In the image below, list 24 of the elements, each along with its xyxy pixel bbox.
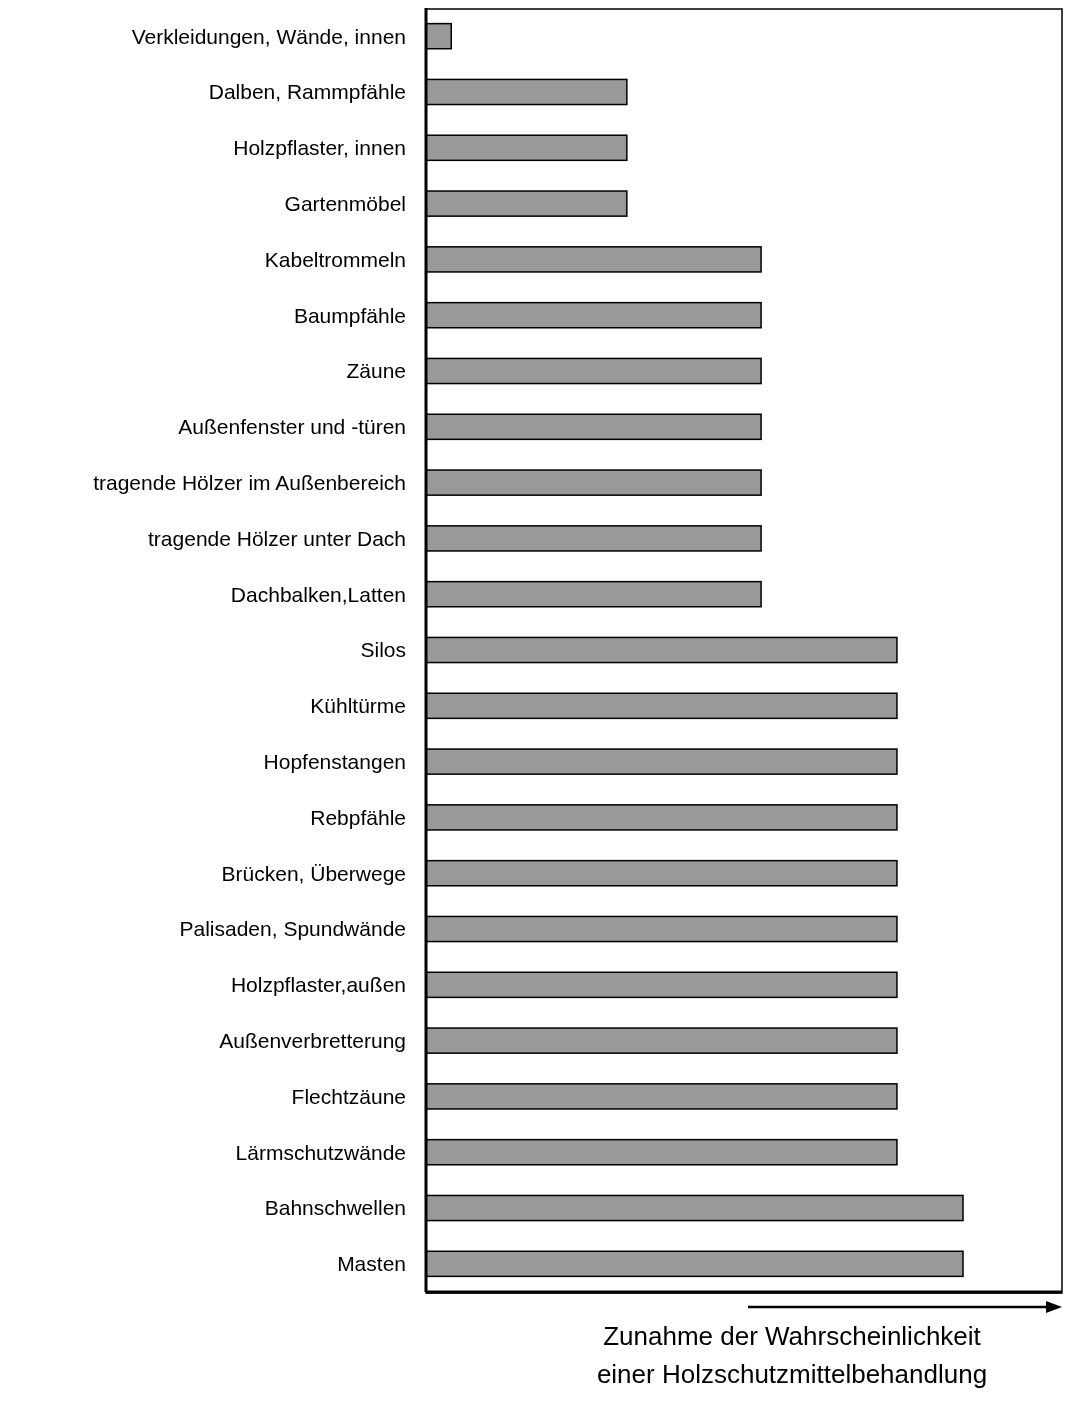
- y-tick-label: tragende Hölzer im Außenbereich: [93, 470, 406, 494]
- y-tick-label: Dalben, Rammpfähle: [208, 80, 406, 104]
- y-tick-label: Verkleidungen, Wände, innen: [131, 24, 406, 48]
- y-tick-label: tragende Hölzer unter Dach: [148, 526, 406, 550]
- y-tick-label: Baumpfähle: [293, 303, 406, 327]
- y-tick-label: Rebpfähle: [310, 805, 406, 829]
- y-tick-label: Palisaden, Spundwände: [179, 917, 406, 941]
- y-tick-label: Kabeltrommeln: [264, 247, 406, 271]
- y-tick-label: Gartenmöbel: [284, 191, 406, 215]
- y-tick-label: Silos: [360, 638, 406, 662]
- y-tick-label: Holzpflaster, innen: [233, 136, 406, 160]
- y-tick-label: Lärmschutzwände: [235, 1140, 406, 1164]
- y-tick-label: Brücken, Überwege: [221, 861, 406, 885]
- x-axis-title: Zunahme der Wahrscheinlichkeit einer Holzschutzmittelbehandlung: [596, 1321, 988, 1389]
- y-tick-label: Masten: [337, 1252, 406, 1276]
- y-tick-label: Hopfenstangen: [263, 749, 406, 773]
- y-tick-label: Bahnschwellen: [264, 1196, 406, 1220]
- y-tick-label: Holzpflaster,außen: [230, 973, 406, 997]
- y-tick-label: Außenverbretterung: [219, 1028, 406, 1052]
- y-tick-label: Dachbalken,Latten: [230, 582, 406, 606]
- y-tick-label: Kühltürme: [310, 694, 406, 718]
- y-tick-label: Flechtzäune: [291, 1084, 406, 1108]
- y-tick-label: Zäune: [346, 359, 406, 383]
- y-tick-label: Außenfenster und -türen: [178, 415, 406, 439]
